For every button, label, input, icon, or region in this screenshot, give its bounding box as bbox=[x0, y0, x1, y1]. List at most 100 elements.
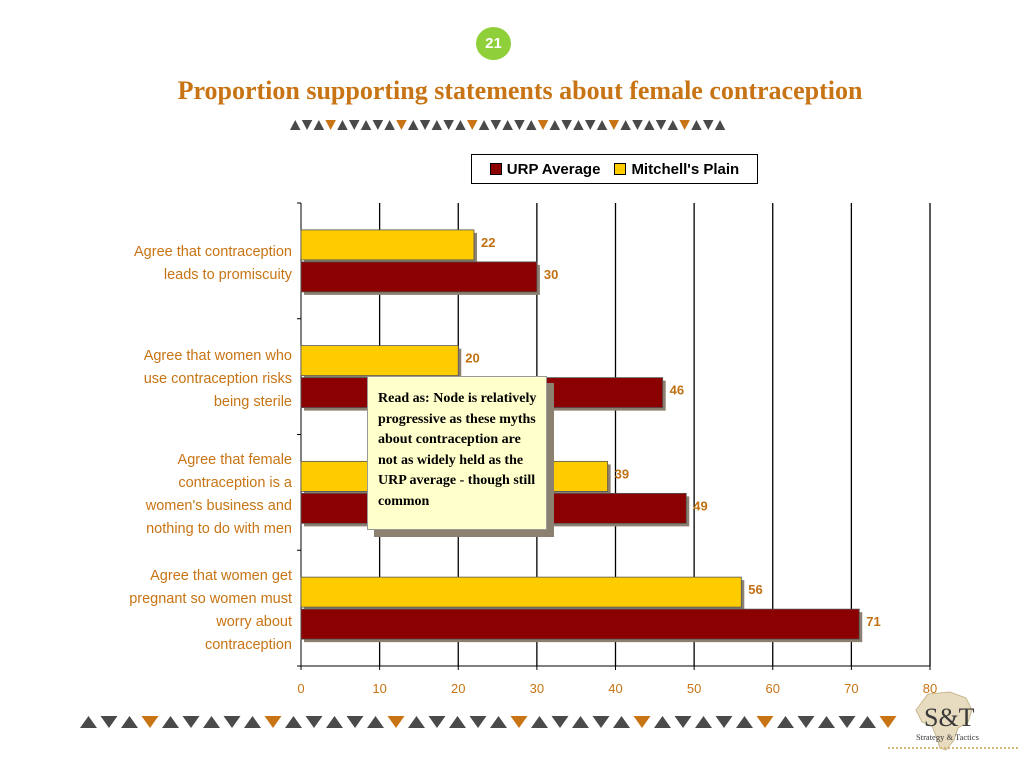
data-label-mitchells-1: 20 bbox=[465, 351, 479, 366]
decor-triangle bbox=[223, 716, 241, 728]
decor-triangle bbox=[679, 120, 690, 130]
bar-mitchells-0 bbox=[300, 229, 475, 261]
decor-triangle bbox=[301, 120, 313, 130]
decor-triangle bbox=[714, 120, 726, 130]
category-label-line: women's business and bbox=[145, 498, 292, 515]
page-number-badge: 21 bbox=[476, 27, 511, 60]
decor-triangle bbox=[715, 716, 733, 728]
decor-triangle bbox=[736, 716, 753, 728]
category-label-line: nothing to do with men bbox=[146, 521, 292, 538]
decor-triangle bbox=[797, 716, 815, 728]
decor-triangle bbox=[449, 716, 466, 728]
bar-urp-0 bbox=[300, 261, 538, 293]
decor-triangle bbox=[514, 120, 525, 130]
decor-triangle bbox=[478, 120, 490, 130]
decor-triangle bbox=[777, 716, 794, 728]
x-tick-label-40: 40 bbox=[608, 681, 622, 696]
decor-triangle bbox=[396, 120, 407, 130]
decor-triangle bbox=[162, 716, 179, 728]
decor-triangle bbox=[244, 716, 261, 728]
logo-text: S&T bbox=[924, 703, 975, 732]
decor-triangle bbox=[431, 120, 443, 130]
decor-triangle bbox=[655, 120, 667, 130]
decor-triangle bbox=[182, 716, 200, 728]
decor-triangle bbox=[674, 716, 692, 728]
decor-triangle bbox=[654, 716, 671, 728]
decor-triangle bbox=[290, 120, 301, 130]
decor-triangle bbox=[644, 120, 655, 130]
decor-triangle bbox=[551, 716, 569, 728]
decor-triangle bbox=[756, 716, 774, 728]
decor-triangle bbox=[502, 120, 513, 130]
data-label-urp-2: 49 bbox=[693, 498, 707, 513]
decor-triangle bbox=[859, 716, 876, 728]
category-label-line: pregnant so women must bbox=[129, 591, 292, 608]
decor-triangle bbox=[141, 716, 159, 728]
data-label-urp-0: 30 bbox=[544, 267, 558, 282]
decor-triangle bbox=[490, 716, 507, 728]
x-tick-label-60: 60 bbox=[766, 681, 780, 696]
decor-triangle bbox=[467, 120, 478, 130]
category-label-line: worry about bbox=[216, 614, 292, 631]
legend-swatch-urp bbox=[489, 163, 502, 175]
category-label-line: contraception bbox=[204, 637, 292, 654]
decor-triangle bbox=[620, 120, 631, 130]
decor-triangle bbox=[469, 716, 487, 728]
category-label-line: use contraception risks bbox=[143, 371, 292, 388]
decor-triangle bbox=[838, 716, 856, 728]
category-label-2: Agree that female contraception is a women… bbox=[146, 449, 292, 541]
category-label-line: being sterile bbox=[213, 394, 292, 411]
decor-triangle bbox=[337, 120, 348, 130]
decor-triangle bbox=[419, 120, 431, 130]
decor-triangle bbox=[695, 716, 712, 728]
decor-triangle bbox=[613, 716, 630, 728]
legend-item-urp: URP Average bbox=[489, 160, 601, 178]
x-tick-label-80: 80 bbox=[923, 681, 937, 696]
category-label-line: Agree that women get bbox=[150, 568, 292, 585]
data-label-mitchells-3: 56 bbox=[748, 582, 762, 597]
decor-triangle bbox=[367, 716, 384, 728]
decor-triangle bbox=[585, 120, 596, 130]
africa-map-icon bbox=[915, 691, 973, 751]
category-label-line: Agree that female bbox=[177, 452, 292, 469]
legend-label-mitchells: Mitchell's Plain bbox=[631, 160, 740, 178]
decor-triangle bbox=[408, 120, 419, 130]
category-label-1: Agree that women who use contraception ri… bbox=[144, 345, 292, 414]
legend-label-urp: URP Average bbox=[506, 160, 601, 178]
decor-triangle bbox=[428, 716, 446, 728]
decor-triangle bbox=[305, 716, 323, 728]
decor-triangle bbox=[408, 716, 425, 728]
decor-triangle bbox=[561, 120, 572, 130]
decor-triangle bbox=[879, 716, 897, 728]
decor-triangle bbox=[360, 120, 372, 130]
data-label-urp-1: 46 bbox=[670, 383, 684, 398]
bar-mitchells-1 bbox=[300, 345, 459, 377]
x-tick-label-70: 70 bbox=[844, 681, 858, 696]
bar-mitchells-3 bbox=[300, 576, 742, 608]
annotation-note: Read as: Node is relatively progressive … bbox=[367, 376, 547, 530]
decor-triangle bbox=[100, 716, 118, 728]
x-tick-label-10: 10 bbox=[372, 681, 386, 696]
decor-triangle bbox=[573, 120, 584, 130]
bottom-triangle-border bbox=[80, 716, 897, 728]
decor-triangle bbox=[510, 716, 528, 728]
decor-triangle bbox=[203, 716, 220, 728]
chart-title: Proportion supporting statements about f… bbox=[177, 76, 863, 105]
decor-triangle bbox=[455, 120, 466, 130]
decor-triangle bbox=[608, 120, 620, 130]
decor-triangle bbox=[632, 120, 643, 130]
decor-triangle bbox=[121, 716, 138, 728]
category-label-line: contraception is a bbox=[178, 475, 292, 492]
decor-triangle bbox=[325, 120, 336, 130]
decor-triangle bbox=[633, 716, 651, 728]
legend-swatch-mitchells bbox=[614, 163, 627, 175]
decor-triangle bbox=[818, 716, 835, 728]
decor-triangle bbox=[443, 120, 454, 130]
data-label-mitchells-0: 22 bbox=[481, 235, 495, 250]
decor-triangle bbox=[490, 120, 502, 130]
decor-triangle bbox=[285, 716, 302, 728]
decor-triangle bbox=[537, 120, 549, 130]
decor-triangle bbox=[531, 716, 548, 728]
decor-triangle bbox=[549, 120, 561, 130]
decor-triangle bbox=[592, 716, 610, 728]
